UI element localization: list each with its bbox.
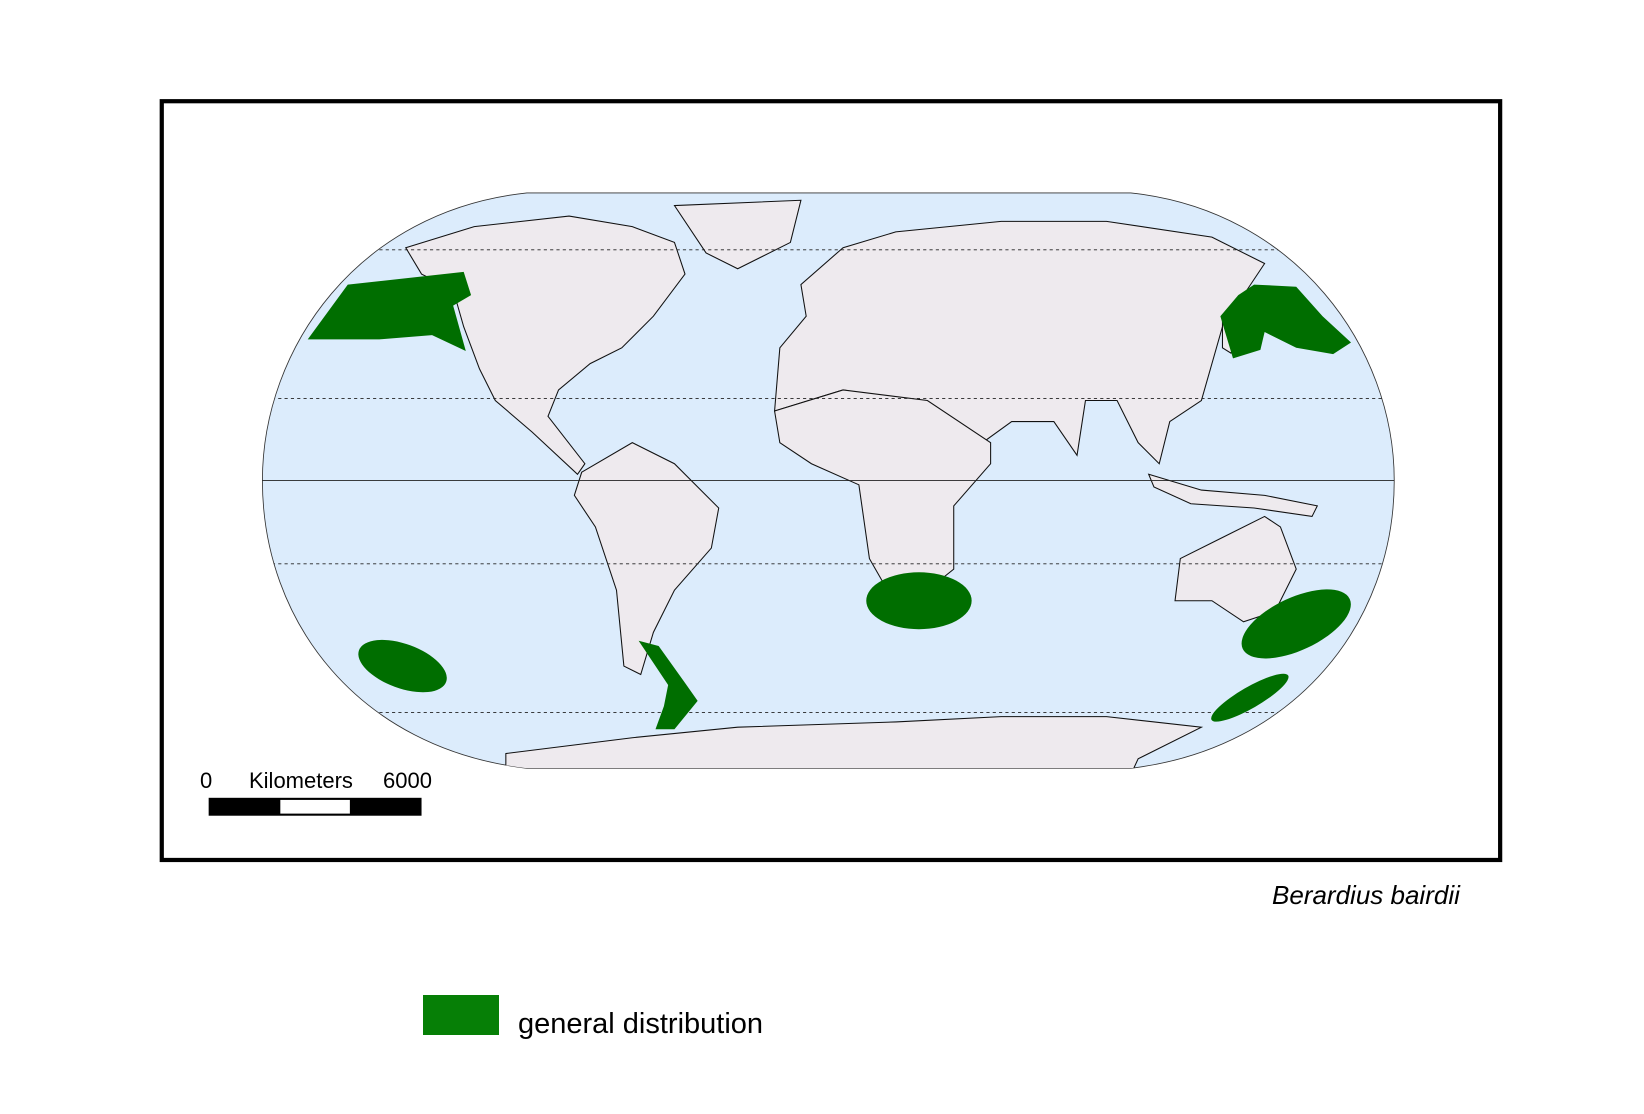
scale-unit-label: Kilometers bbox=[249, 768, 353, 793]
continents bbox=[404, 199, 1319, 769]
distribution-ne-pacific bbox=[307, 271, 472, 351]
species-label: Berardius bairdii bbox=[1272, 880, 1460, 910]
eurasia bbox=[773, 220, 1266, 465]
distribution-areas bbox=[307, 271, 1352, 730]
indonesia bbox=[1147, 473, 1319, 518]
greenland bbox=[673, 199, 802, 270]
scale-start-label: 0 bbox=[200, 768, 213, 793]
graticule bbox=[262, 249, 1395, 713]
south-america bbox=[573, 442, 720, 676]
scale-bar bbox=[208, 797, 422, 816]
distribution-southern-ocean bbox=[1211, 673, 1289, 722]
distribution-southern-africa bbox=[866, 572, 972, 630]
distribution-se-pacific bbox=[358, 639, 447, 693]
legend-swatch bbox=[423, 995, 499, 1035]
distribution-nw-pacific bbox=[1220, 284, 1352, 359]
australia bbox=[1174, 515, 1297, 623]
distribution-south-america bbox=[638, 640, 698, 730]
scale-end-label: 6000 bbox=[383, 768, 432, 793]
north-america bbox=[404, 215, 686, 476]
distribution-new-zealand bbox=[1241, 589, 1351, 659]
antarctica bbox=[505, 716, 1204, 769]
legend-label: general distribution bbox=[518, 1008, 764, 1040]
